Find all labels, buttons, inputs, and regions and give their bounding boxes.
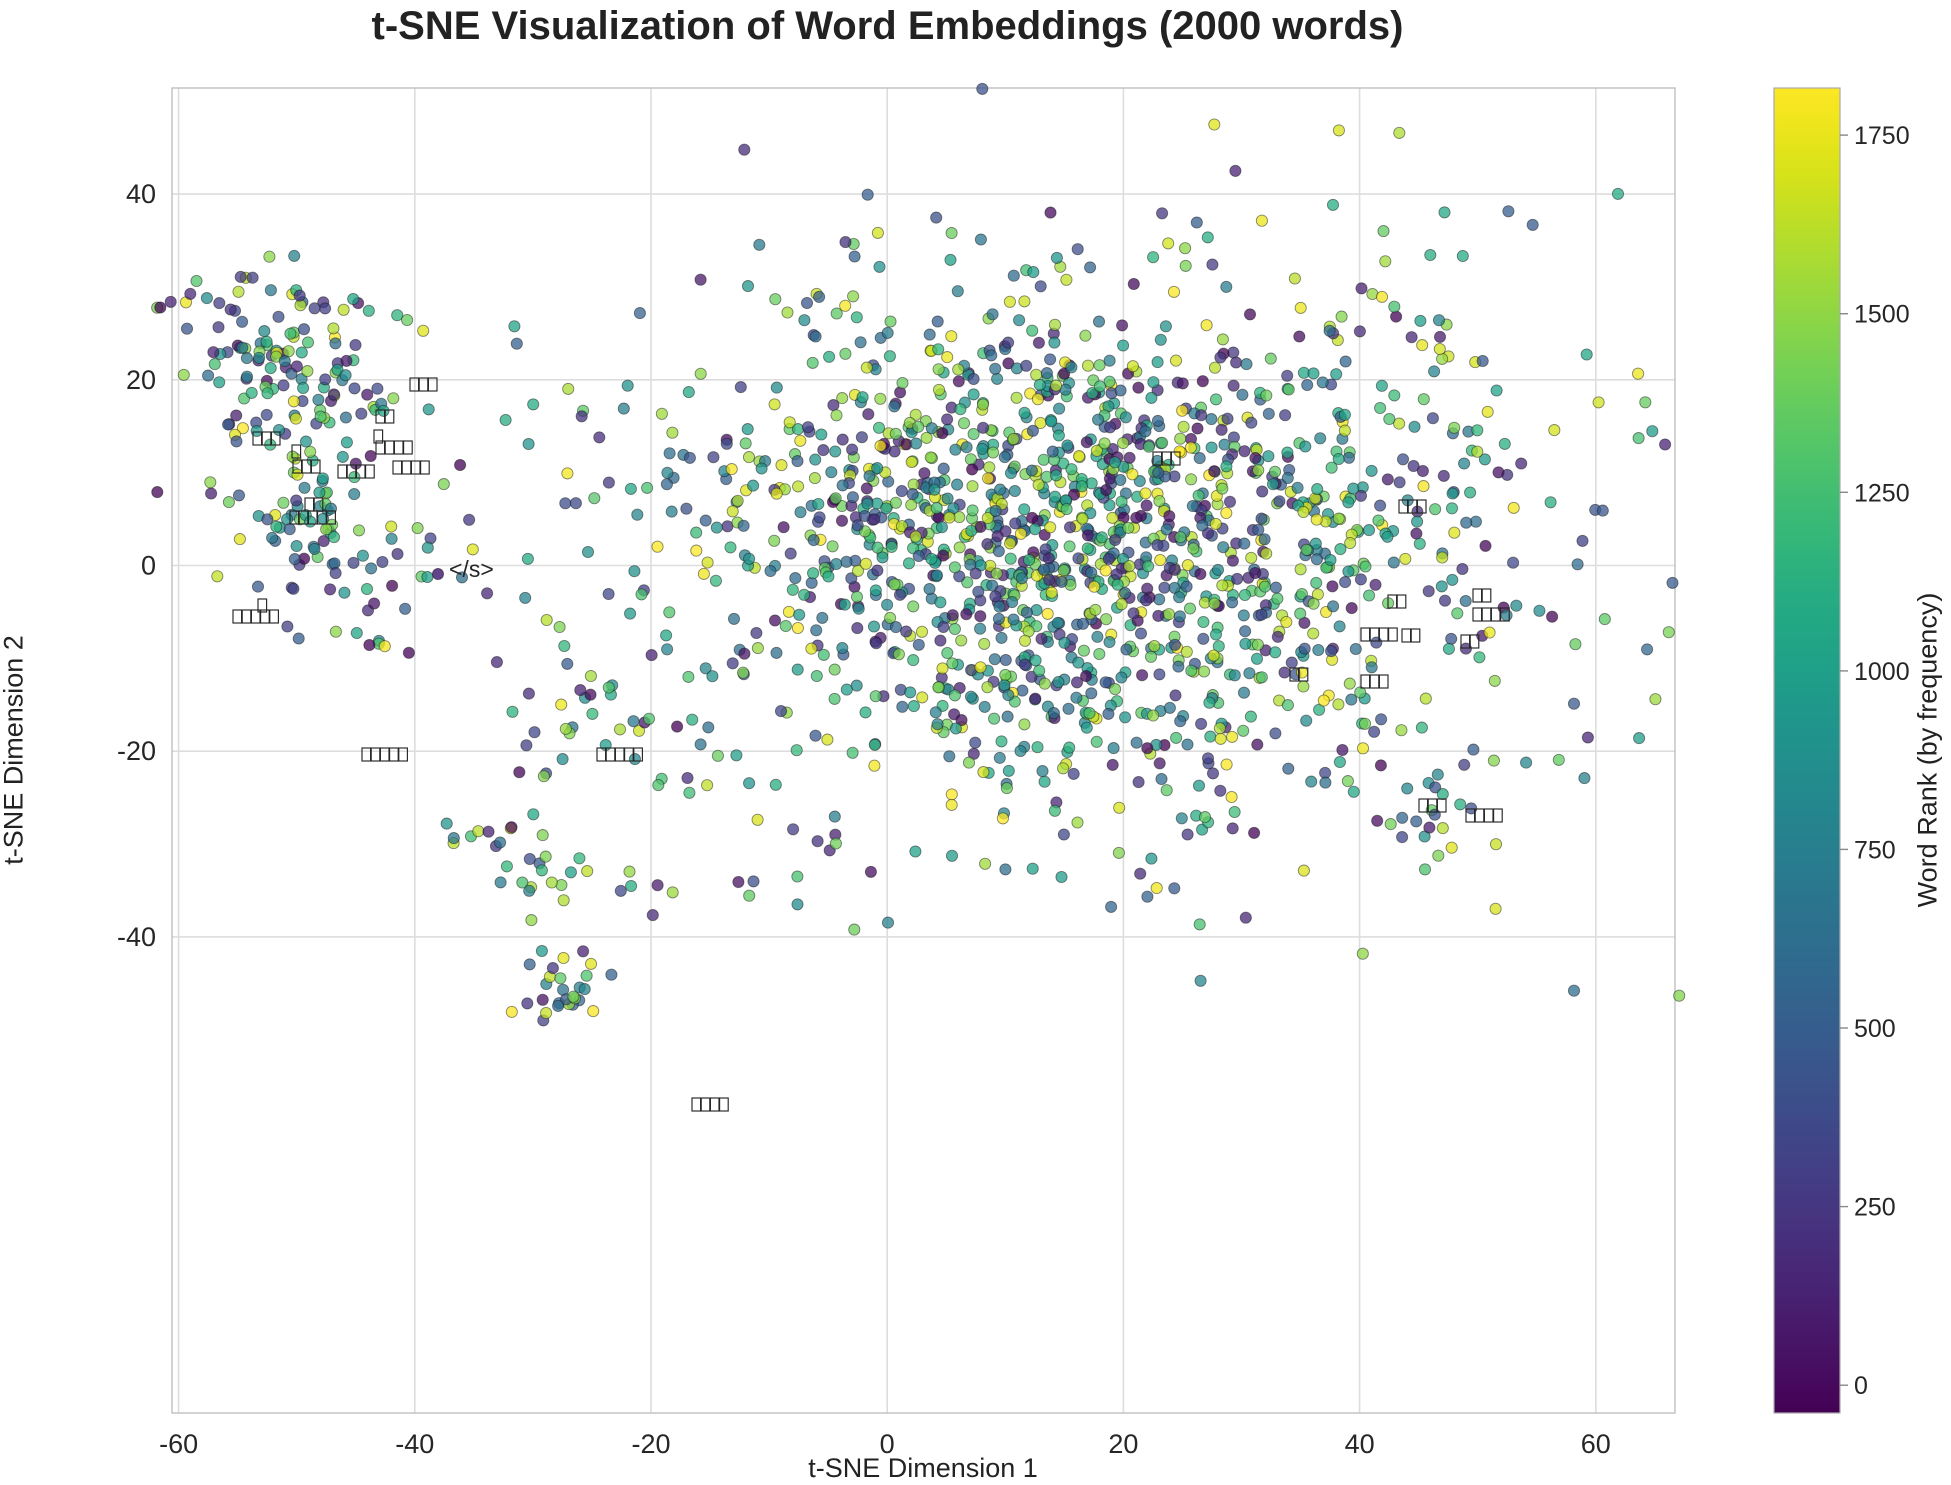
svg-text:0: 0: [1854, 1372, 1868, 1400]
svg-text:40: 40: [126, 179, 156, 209]
svg-text:20: 20: [126, 365, 156, 395]
svg-text:-60: -60: [159, 1429, 198, 1459]
svg-text:60: 60: [1581, 1429, 1611, 1459]
svg-text:500: 500: [1854, 1015, 1896, 1043]
svg-text:0: 0: [141, 551, 156, 581]
svg-text:1000: 1000: [1854, 658, 1910, 686]
svg-text:1750: 1750: [1854, 122, 1910, 150]
svg-text:-20: -20: [117, 736, 156, 766]
svg-text:-40: -40: [117, 922, 156, 952]
svg-text:</s>: </s>: [449, 556, 494, 582]
svg-text:250: 250: [1854, 1194, 1896, 1222]
svg-text:750: 750: [1854, 836, 1896, 864]
svg-text:0: 0: [880, 1429, 895, 1459]
svg-text:20: 20: [1108, 1429, 1138, 1459]
svg-text:1500: 1500: [1854, 301, 1910, 329]
svg-text:1250: 1250: [1854, 479, 1910, 507]
svg-text:-40: -40: [395, 1429, 434, 1459]
svg-text:40: 40: [1345, 1429, 1375, 1459]
svg-text:-20: -20: [631, 1429, 670, 1459]
